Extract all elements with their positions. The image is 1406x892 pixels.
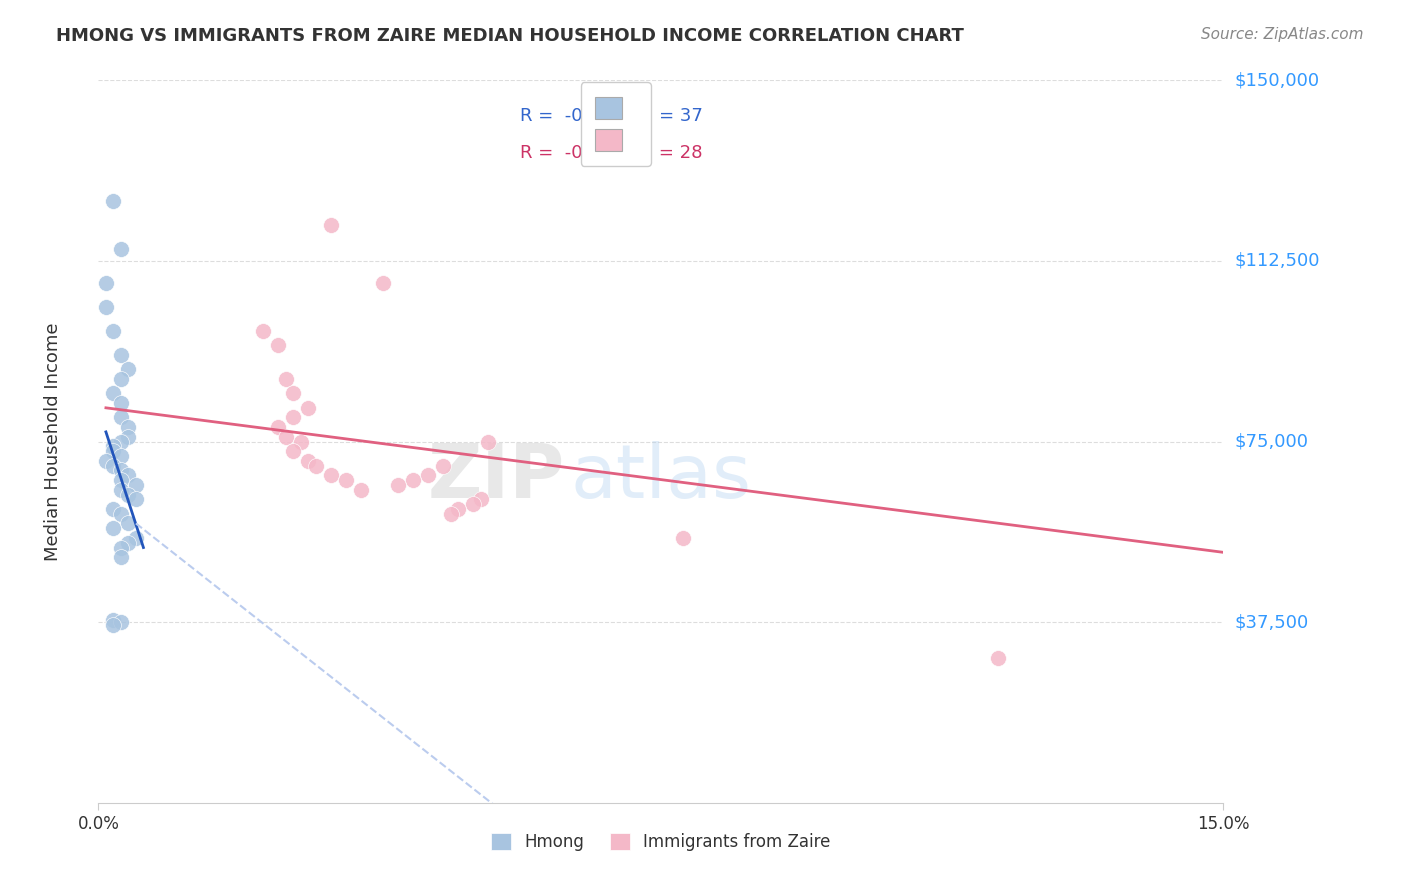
Point	[252, 324, 274, 338]
Point	[110, 550, 132, 565]
Point	[987, 651, 1010, 665]
Point	[110, 483, 132, 497]
Point	[387, 478, 409, 492]
Point	[440, 507, 463, 521]
Point	[117, 535, 139, 549]
Point	[432, 458, 454, 473]
Point	[305, 458, 328, 473]
Point	[117, 362, 139, 376]
Point	[125, 492, 148, 507]
Point	[117, 468, 139, 483]
Point	[94, 276, 117, 290]
Point	[319, 468, 342, 483]
Text: $75,000: $75,000	[1234, 433, 1309, 450]
Point	[402, 473, 425, 487]
Point	[110, 242, 132, 256]
Point	[463, 497, 485, 511]
Point	[110, 463, 132, 477]
Point	[373, 276, 395, 290]
Point	[274, 430, 297, 444]
Point	[103, 521, 125, 535]
Point	[117, 487, 139, 501]
Text: ZIP: ZIP	[427, 442, 565, 514]
Text: Median Household Income: Median Household Income	[45, 322, 62, 561]
Point	[103, 444, 125, 458]
Point	[117, 430, 139, 444]
Text: $150,000: $150,000	[1234, 71, 1319, 89]
Point	[125, 531, 148, 545]
Point	[125, 478, 148, 492]
Text: $112,500: $112,500	[1234, 252, 1320, 270]
Point	[335, 473, 357, 487]
Point	[103, 502, 125, 516]
Point	[274, 372, 297, 386]
Point	[103, 458, 125, 473]
Point	[94, 454, 117, 468]
Text: HMONG VS IMMIGRANTS FROM ZAIRE MEDIAN HOUSEHOLD INCOME CORRELATION CHART: HMONG VS IMMIGRANTS FROM ZAIRE MEDIAN HO…	[56, 27, 965, 45]
Point	[290, 434, 312, 449]
Point	[447, 502, 470, 516]
Legend: Hmong, Immigrants from Zaire: Hmong, Immigrants from Zaire	[484, 825, 838, 860]
Point	[103, 194, 125, 208]
Point	[470, 492, 492, 507]
Point	[477, 434, 499, 449]
Point	[117, 420, 139, 434]
Point	[103, 386, 125, 401]
Point	[110, 473, 132, 487]
Point	[350, 483, 373, 497]
Point	[672, 531, 695, 545]
Point	[94, 300, 117, 314]
Text: R =  -0.280   N = 28: R = -0.280 N = 28	[520, 144, 703, 161]
Point	[110, 348, 132, 362]
Point	[103, 324, 125, 338]
Point	[103, 617, 125, 632]
Point	[267, 338, 290, 352]
Point	[283, 410, 305, 425]
Point	[110, 396, 132, 410]
Text: R =  -0.315   N = 37: R = -0.315 N = 37	[520, 107, 703, 126]
Point	[110, 615, 132, 630]
Point	[110, 449, 132, 463]
Text: Source: ZipAtlas.com: Source: ZipAtlas.com	[1201, 27, 1364, 42]
Point	[117, 516, 139, 531]
Point	[110, 434, 132, 449]
Point	[283, 386, 305, 401]
Point	[297, 401, 319, 415]
Point	[418, 468, 440, 483]
Text: atlas: atlas	[571, 442, 752, 514]
Text: $37,500: $37,500	[1234, 613, 1309, 632]
Point	[319, 218, 342, 232]
Point	[103, 613, 125, 627]
Point	[103, 439, 125, 453]
Point	[110, 507, 132, 521]
Point	[297, 454, 319, 468]
Point	[110, 410, 132, 425]
Point	[110, 541, 132, 555]
Point	[110, 372, 132, 386]
Point	[267, 420, 290, 434]
Point	[283, 444, 305, 458]
